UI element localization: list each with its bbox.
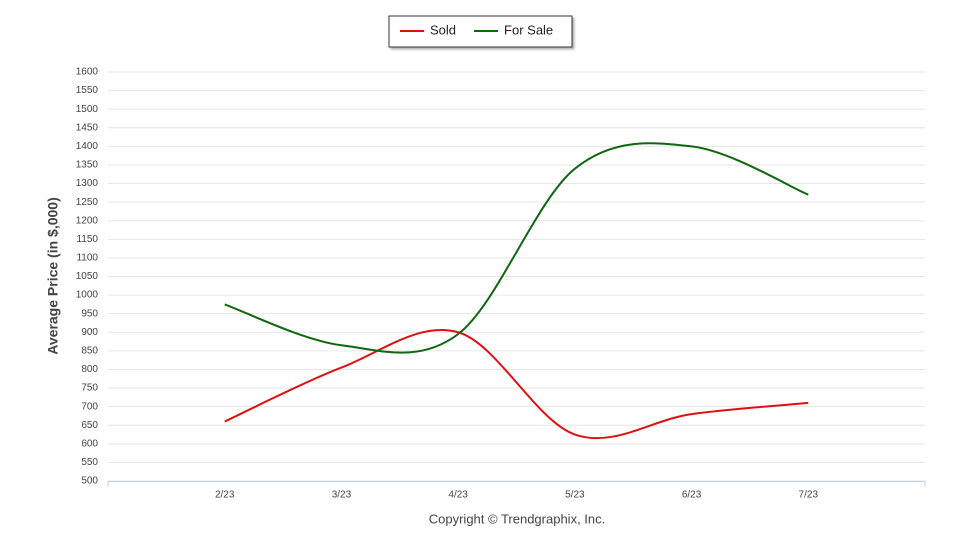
y-axis-title: Average Price (in $,000) bbox=[45, 197, 61, 354]
x-tick-label: 5/23 bbox=[565, 490, 585, 501]
y-tick-label: 900 bbox=[81, 327, 98, 338]
y-tick-label: 950 bbox=[81, 308, 98, 319]
series-line bbox=[224, 142, 809, 354]
y-tick-label: 600 bbox=[81, 438, 98, 449]
y-tick-label: 700 bbox=[81, 401, 98, 412]
y-tick-label: 1000 bbox=[76, 290, 99, 301]
y-tick-label: 550 bbox=[81, 457, 98, 468]
y-tick-label: 1050 bbox=[76, 271, 99, 282]
legend-label[interactable]: Sold bbox=[430, 22, 456, 37]
x-tick-label: 6/23 bbox=[682, 490, 702, 501]
credits: Copyright © Trendgraphix, Inc. bbox=[429, 511, 606, 526]
y-tick-label: 1450 bbox=[76, 122, 99, 133]
y-tick-label: 1200 bbox=[76, 215, 99, 226]
y-tick-label: 1500 bbox=[76, 104, 99, 115]
y-tick-label: 850 bbox=[81, 346, 98, 357]
series-line bbox=[224, 328, 809, 440]
y-tick-label: 1300 bbox=[76, 178, 99, 189]
y-tick-label: 1350 bbox=[76, 160, 99, 171]
y-tick-label: 1550 bbox=[76, 85, 99, 96]
x-tick-label: 7/23 bbox=[799, 490, 819, 501]
y-tick-label: 500 bbox=[81, 476, 98, 487]
x-tick-label: 3/23 bbox=[332, 490, 352, 501]
y-tick-label: 750 bbox=[81, 383, 98, 394]
x-tick-label: 2/23 bbox=[215, 490, 235, 501]
y-tick-label: 1600 bbox=[76, 67, 99, 78]
legend-label[interactable]: For Sale bbox=[504, 22, 553, 37]
y-tick-label: 1400 bbox=[76, 141, 99, 152]
y-tick-label: 650 bbox=[81, 420, 98, 431]
x-tick-label: 4/23 bbox=[448, 490, 468, 501]
y-tick-label: 1150 bbox=[76, 234, 98, 245]
y-tick-label: 1100 bbox=[76, 253, 98, 264]
y-tick-label: 1250 bbox=[76, 197, 99, 208]
y-tick-label: 800 bbox=[81, 364, 98, 375]
